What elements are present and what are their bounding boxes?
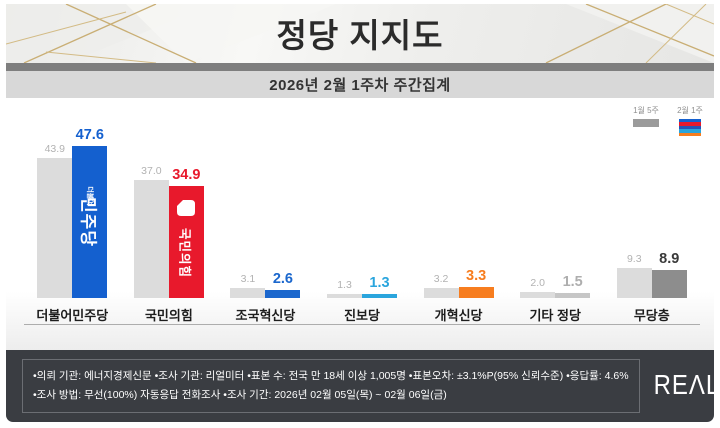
category-label: 기타 정당 xyxy=(529,308,581,323)
prev-value-label: 43.9 xyxy=(44,142,65,155)
legend-stripe xyxy=(679,122,701,126)
prev-value-label: 3.2 xyxy=(433,272,449,285)
realmeter-logo: REΛLMETER xyxy=(653,369,720,401)
methodology-line-1: •의뢰 기관: 에너지경제신문 •조사 기관: 리얼미터 •표본 수: 전국 만… xyxy=(33,370,629,383)
legend-swatch-prev xyxy=(633,119,659,127)
cur-week-bar xyxy=(265,289,301,298)
bar-group-7: 9.3 8.9 무당층 xyxy=(603,98,700,324)
prev-value-label: 2.0 xyxy=(530,276,545,289)
ppp-logo-text: 국민의힘 xyxy=(177,227,192,278)
prev-week-bar xyxy=(616,268,652,298)
subtitle-band: 2026년 2월 1주차 주간집계 xyxy=(6,71,714,98)
chart-legend: 1월 5주 2월 1주 xyxy=(630,105,706,136)
ppp-party-logo: 국민의힘 xyxy=(169,184,204,296)
bar-plot: 43.9 47.6 민주당 더불어 더불어민주당 37.0 34.9 국민의힘 국민의힘 3.1 2… xyxy=(24,98,700,325)
bar-groups: 43.9 47.6 민주당 더불어 더불어민주당 37.0 34.9 국민의힘 국민의힘 3.1 2… xyxy=(24,98,700,324)
prev-value-label: 37.0 xyxy=(141,164,162,177)
x-axis-line xyxy=(24,324,700,325)
bar-group-4: 1.3 1.3 진보당 xyxy=(314,98,411,324)
dpk-party-logo: 민주당 더불어 xyxy=(72,146,107,298)
dpk-logo-small-text: 더불어 xyxy=(85,186,93,206)
bar-group-3: 3.1 2.6 조국혁신당 xyxy=(217,98,314,324)
cur-week-bar: 민주당 더불어 xyxy=(72,145,108,298)
header-banner: 정당 지지도 xyxy=(6,4,714,63)
legend-item-cur-week: 2월 1주 xyxy=(674,105,706,136)
cur-value-label: 1.3 xyxy=(369,274,390,291)
legend-item-prev-week: 1월 5주 xyxy=(630,105,662,136)
page-title: 정당 지지도 xyxy=(276,16,444,54)
ppp-bubble-icon xyxy=(177,199,196,216)
category-label: 조국혁신당 xyxy=(235,308,296,323)
gold-lines-decoration-icon xyxy=(6,4,714,63)
category-label: 무당층 xyxy=(633,308,670,323)
category-label: 개혁신당 xyxy=(434,308,483,323)
header-divider xyxy=(6,63,714,71)
legend-stripe xyxy=(679,132,701,136)
legend-stripe xyxy=(679,129,701,133)
cur-value-label: 47.6 xyxy=(75,126,104,143)
poll-card: 정당 지지도 2026년 2월 1주차 주간집계 1월 5주 2월 1주 43.… xyxy=(6,4,720,422)
bar-group-2: 37.0 34.9 국민의힘 국민의힘 xyxy=(121,98,218,324)
cur-value-label: 1.5 xyxy=(562,274,583,291)
prev-value-label: 3.1 xyxy=(240,273,256,286)
prev-week-bar xyxy=(37,157,73,298)
cur-value-label: 8.9 xyxy=(659,250,680,267)
prev-week-bar xyxy=(423,287,459,298)
cur-week-bar xyxy=(458,287,494,298)
cur-value-label: 2.6 xyxy=(272,270,294,287)
methodology-line-2: •조사 방법: 무선(100%) 자동응답 전화조사 •조사 기간: 2026년… xyxy=(33,389,447,401)
page-subtitle: 2026년 2월 1주차 주간집계 xyxy=(269,77,451,94)
prev-value-label: 9.3 xyxy=(626,253,642,266)
prev-value-label: 1.3 xyxy=(337,278,352,291)
cur-week-bar xyxy=(651,269,687,298)
category-label: 진보당 xyxy=(344,308,380,323)
methodology-footer: •의뢰 기관: 에너지경제신문 •조사 기관: 리얼미터 •표본 수: 전국 만… xyxy=(6,350,720,422)
legend-label-prev: 1월 5주 xyxy=(633,106,659,115)
legend-swatch-cur xyxy=(679,119,701,136)
cur-value-label: 34.9 xyxy=(172,167,201,184)
prev-week-bar xyxy=(230,288,266,298)
category-label: 더불어민주당 xyxy=(36,308,109,323)
cur-week-bar xyxy=(555,293,591,298)
bar-group-5: 3.2 3.3 개혁신당 xyxy=(410,98,507,324)
cur-week-bar xyxy=(362,293,398,298)
prev-week-bar xyxy=(520,291,556,298)
cur-week-bar: 국민의힘 xyxy=(168,184,204,298)
legend-stripe xyxy=(679,125,701,130)
legend-stripe xyxy=(679,119,701,123)
cur-value-label: 3.3 xyxy=(466,268,487,285)
prev-week-bar xyxy=(133,179,169,298)
bar-group-6: 2.0 1.5 기타 정당 xyxy=(507,98,604,324)
legend-label-cur: 2월 1주 xyxy=(677,106,703,115)
category-label: 국민의힘 xyxy=(144,308,193,323)
prev-week-bar xyxy=(327,293,363,298)
methodology-box: •의뢰 기관: 에너지경제신문 •조사 기관: 리얼미터 •표본 수: 전국 만… xyxy=(22,359,640,413)
